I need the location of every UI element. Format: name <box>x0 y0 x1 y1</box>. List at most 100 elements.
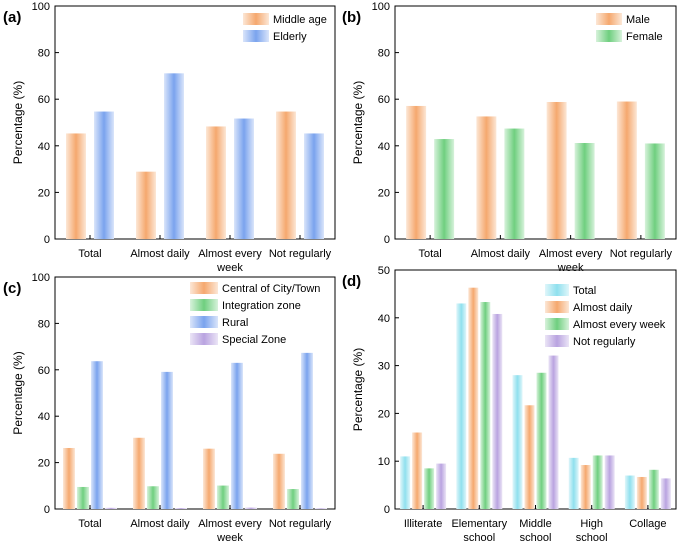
legend-swatch <box>545 335 569 347</box>
x-tick-label: week <box>216 532 243 544</box>
panel-label: (c) <box>3 280 21 297</box>
bar-special-zone-almost-daily <box>175 508 187 509</box>
legend-swatch <box>243 13 269 25</box>
y-tick-label: 80 <box>38 48 50 60</box>
y-tick-label: 40 <box>378 313 390 325</box>
bar-not-regularly-elementary-school <box>492 313 503 509</box>
x-tick-label: Not regularly <box>269 248 332 260</box>
x-tick-label: Almost every <box>198 248 262 260</box>
bar-total-elementary-school <box>456 303 467 509</box>
bar-male-almost-every-week <box>546 101 567 239</box>
bar-not-regularly-high-school <box>604 455 615 509</box>
legend-label: Female <box>626 31 663 43</box>
x-tick-label: Total <box>78 518 101 530</box>
x-tick-label: High <box>580 518 603 530</box>
bar-central-of-city-town-not-regularly <box>273 453 285 509</box>
bar-central-of-city-town-almost-daily <box>133 437 145 509</box>
legend-swatch <box>190 333 218 345</box>
y-axis-title: Percentage (%) <box>11 81 25 164</box>
bar-female-total <box>434 139 455 239</box>
bar-total-middle-school <box>512 375 523 509</box>
x-tick-label: school <box>463 532 495 544</box>
bar-special-zone-total <box>105 507 117 509</box>
bar-rural-not-regularly <box>301 352 313 509</box>
x-tick-label: week <box>557 262 584 274</box>
bar-middle-age-almost-every-week <box>206 126 226 239</box>
y-tick-label: 40 <box>38 411 50 423</box>
x-tick-label: Not regularly <box>269 518 332 530</box>
bar-total-illiterate <box>400 456 411 509</box>
y-tick-label: 80 <box>378 48 390 60</box>
legend-label: Elderly <box>273 31 307 43</box>
x-tick-label: Illiterate <box>404 518 443 530</box>
y-tick-label: 0 <box>384 504 390 516</box>
plot-frame <box>394 5 677 240</box>
bar-almost-every-week-collage <box>648 469 659 509</box>
y-axis-title: Percentage (%) <box>351 348 365 431</box>
bar-almost-daily-elementary-school <box>468 287 479 509</box>
bar-central-of-city-town-almost-every-week <box>203 448 215 509</box>
bar-almost-every-week-illiterate <box>424 468 435 509</box>
legend-swatch <box>190 282 218 294</box>
y-axis-title: Percentage (%) <box>351 81 365 164</box>
y-tick-label: 100 <box>372 1 390 13</box>
bar-total-high-school <box>568 457 579 509</box>
bar-almost-every-week-middle-school <box>536 372 547 509</box>
bar-middle-age-total <box>66 133 86 239</box>
legend-label: Central of City/Town <box>222 283 320 295</box>
y-tick-label: 40 <box>38 141 50 153</box>
x-tick-label: Elementary <box>451 518 507 530</box>
x-tick-label: Collage <box>629 518 666 530</box>
y-tick-label: 100 <box>32 1 50 13</box>
x-tick-label: Almost daily <box>471 248 531 260</box>
bar-almost-daily-middle-school <box>524 405 535 509</box>
y-tick-label: 0 <box>44 504 50 516</box>
x-tick-label: Middle <box>519 518 551 530</box>
bar-almost-daily-collage <box>636 476 647 509</box>
bar-integration-zone-almost-daily <box>147 486 159 509</box>
y-tick-label: 60 <box>38 365 50 377</box>
bar-elderly-total <box>94 111 114 239</box>
legend-swatch <box>545 301 569 313</box>
x-tick-label: school <box>576 532 608 544</box>
bar-elderly-almost-daily <box>164 73 184 239</box>
plot-frame <box>54 276 336 510</box>
y-tick-label: 50 <box>378 265 390 277</box>
panel-a: 0 20 40 60 80 100 Percentage (%) (a) Total Almost… <box>3 1 336 274</box>
bar-elderly-almost-every-week <box>234 118 254 239</box>
panel-label: (a) <box>3 9 21 26</box>
legend-label: Almost daily <box>573 302 633 314</box>
y-tick-label: 40 <box>378 141 390 153</box>
bar-almost-every-week-elementary-school <box>480 302 491 509</box>
y-tick-label: 20 <box>38 458 50 470</box>
y-tick-label: 20 <box>378 187 390 199</box>
bar-central-of-city-town-total <box>63 447 75 509</box>
legend-label: Middle age <box>273 14 327 26</box>
panel-d: 0 10 20 30 40 50 Percentage (%) (d) Illiterate El… <box>342 265 677 544</box>
legend-swatch <box>545 318 569 330</box>
bar-almost-every-week-high-school <box>592 455 603 509</box>
y-tick-label: 10 <box>378 456 390 468</box>
legend-label: Special Zone <box>222 334 286 346</box>
x-tick-label: Almost every <box>539 248 603 260</box>
y-tick-label: 60 <box>38 94 50 106</box>
y-tick-label: 80 <box>38 318 50 330</box>
x-tick-label: Almost daily <box>130 248 190 260</box>
legend-swatch <box>596 13 622 25</box>
x-tick-label: school <box>520 532 552 544</box>
bar-not-regularly-illiterate <box>436 463 447 509</box>
y-tick-label: 0 <box>44 234 50 246</box>
legend-label: Not regularly <box>573 336 636 348</box>
bar-almost-daily-high-school <box>580 465 591 509</box>
bar-integration-zone-not-regularly <box>287 489 299 509</box>
bar-special-zone-not-regularly <box>315 508 327 509</box>
legend-label: Integration zone <box>222 300 301 312</box>
bar-elderly-not-regularly <box>304 133 324 239</box>
bar-female-almost-daily <box>504 128 525 239</box>
x-tick-label: week <box>216 262 243 274</box>
legend-swatch <box>243 30 269 42</box>
y-tick-label: 60 <box>378 94 390 106</box>
y-tick-label: 100 <box>32 272 50 284</box>
bar-male-not-regularly <box>616 101 637 239</box>
x-tick-label: Total <box>78 248 101 260</box>
